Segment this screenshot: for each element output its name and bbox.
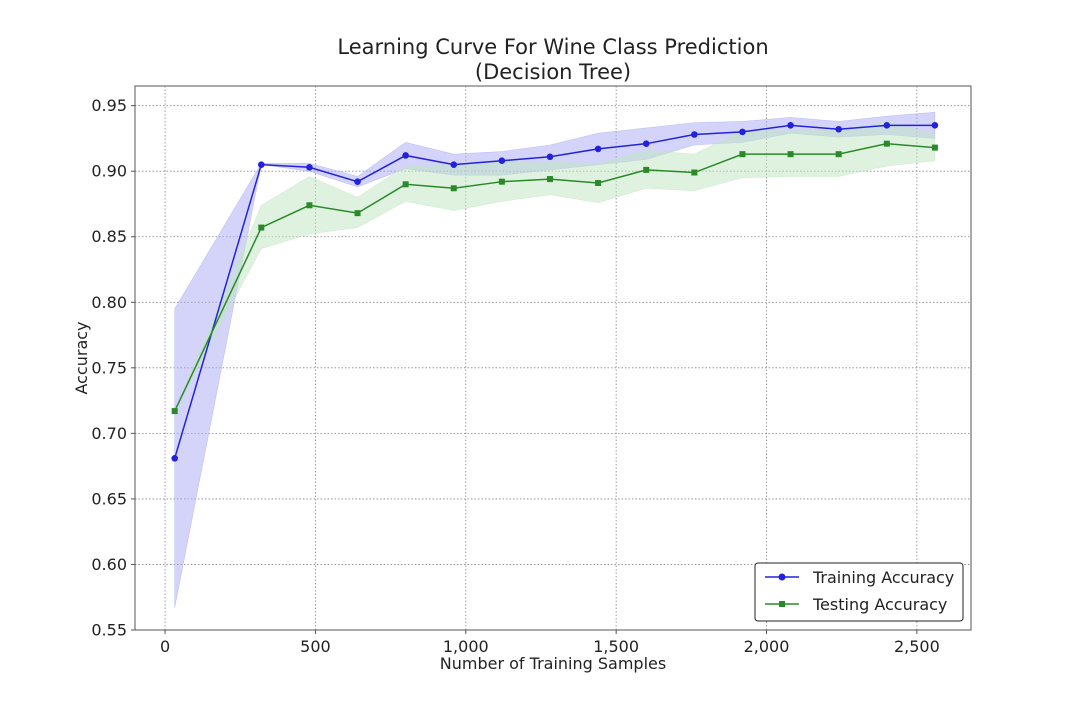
x-tick-label: 0: [160, 637, 170, 656]
testing-accuracy-point: [306, 202, 313, 209]
training-accuracy-point: [594, 145, 602, 153]
testing-accuracy-point: [643, 166, 650, 173]
series-lines: [173, 124, 935, 459]
testing-accuracy-point: [450, 185, 457, 192]
y-tick-label: 0.55: [91, 621, 127, 640]
legend: Training Accuracy Testing Accuracy: [754, 562, 964, 622]
training-accuracy-point: [546, 153, 554, 161]
training-accuracy-point: [642, 140, 650, 147]
chart-subtitle: (Decision Tree): [475, 60, 631, 84]
testing-accuracy-point: [354, 210, 361, 217]
testing-accuracy-point: [931, 144, 938, 151]
x-axis-ticks: 0 500 1,000 1,500 2,000 2,500: [160, 630, 940, 656]
y-tick-label: 0.85: [91, 227, 127, 246]
y-tick-label: 0.75: [91, 358, 127, 377]
testing-accuracy-point: [691, 169, 698, 176]
testing-accuracy-point: [258, 224, 265, 231]
confidence-bands: [174, 111, 936, 608]
training-accuracy-point: [883, 122, 891, 129]
legend-training-marker: [778, 573, 786, 581]
training-accuracy-point: [171, 454, 178, 462]
training-accuracy-point: [306, 163, 313, 171]
training-accuracy-point: [354, 178, 361, 185]
testing-accuracy-point: [787, 151, 794, 158]
testing-accuracy-point: [835, 151, 842, 158]
training-accuracy-point: [787, 122, 794, 129]
training-accuracy-point: [691, 131, 698, 138]
y-tick-label: 0.70: [91, 424, 127, 443]
testing-accuracy-point: [546, 176, 553, 183]
testing-accuracy-point: [739, 151, 746, 158]
training-accuracy-point: [498, 157, 506, 165]
x-tick-label: 2,000: [744, 637, 790, 656]
series-markers: [171, 122, 939, 462]
x-axis-label: Number of Training Samples: [440, 654, 666, 673]
y-axis-ticks: 0.55 0.60 0.65 0.70 0.75 0.80 0.85 0.90 0.95: [91, 96, 135, 640]
testing-accuracy-point: [595, 180, 602, 187]
y-tick-label: 0.90: [91, 162, 127, 181]
legend-training-label: Training Accuracy: [812, 568, 954, 587]
y-tick-label: 0.80: [91, 293, 127, 312]
x-tick-label: 1,500: [593, 637, 639, 656]
training-accuracy-point: [739, 128, 746, 136]
y-tick-label: 0.95: [91, 96, 127, 115]
x-tick-label: 500: [300, 637, 331, 656]
training-accuracy-point: [258, 161, 265, 168]
training-accuracy-point: [402, 152, 409, 159]
training-accuracy-point: [450, 161, 458, 168]
testing-accuracy-point: [171, 408, 178, 415]
plot-frame: [134, 85, 972, 631]
testing-accuracy-point: [402, 181, 409, 188]
y-tick-label: 0.60: [91, 555, 127, 574]
legend-testing-label: Testing Accuracy: [812, 595, 947, 614]
y-tick-label: 0.65: [91, 489, 127, 508]
testing-accuracy-line: [174, 142, 935, 412]
training-accuracy-point: [931, 122, 939, 129]
testing-accuracy-point: [498, 178, 505, 185]
y-axis-label: Accuracy: [72, 321, 91, 394]
x-tick-label: 1,000: [443, 637, 489, 656]
training-accuracy-point: [835, 125, 842, 133]
testing-accuracy-point: [883, 140, 890, 147]
x-tick-label: 2,500: [894, 637, 940, 656]
chart-title: Learning Curve For Wine Class Prediction: [337, 35, 768, 59]
legend-box: [754, 562, 964, 622]
legend-testing-marker: [779, 601, 785, 607]
training-accuracy-line: [173, 124, 935, 459]
